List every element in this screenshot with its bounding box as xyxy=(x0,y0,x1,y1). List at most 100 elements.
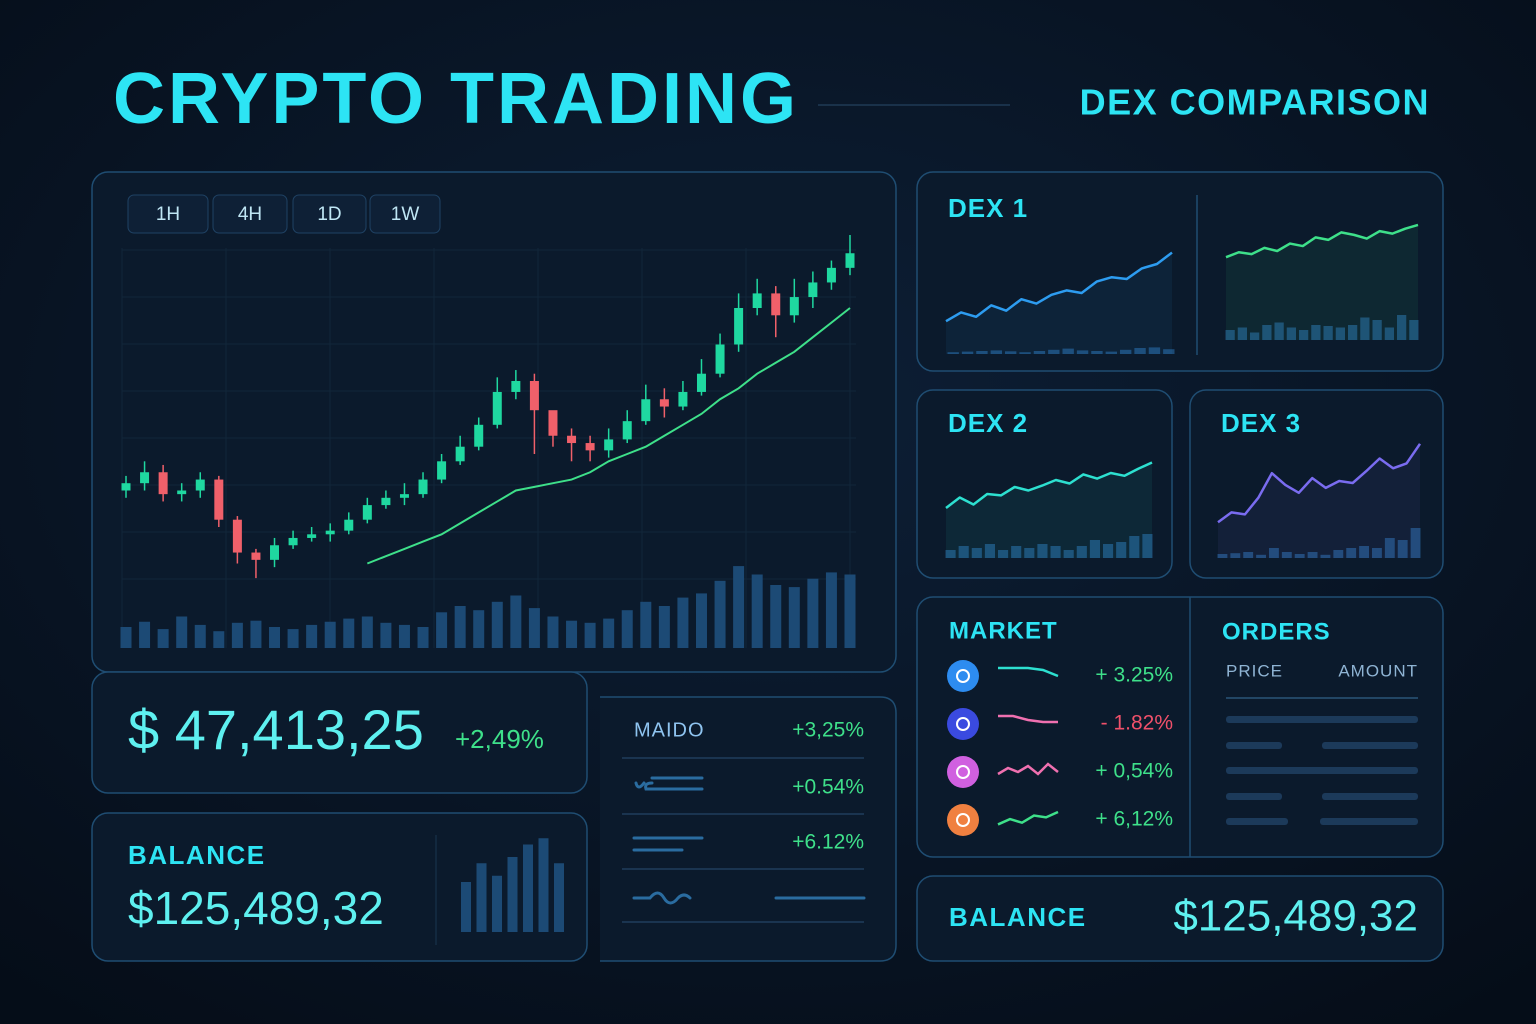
volume-bar xyxy=(1274,322,1284,340)
area-fill xyxy=(1226,224,1418,340)
sparkline xyxy=(945,461,1153,509)
volume-bar xyxy=(640,601,652,648)
volume-bar xyxy=(566,620,578,648)
volume-bar xyxy=(1294,554,1305,558)
volume-bar xyxy=(454,606,466,648)
timeframe-label[interactable]: 1H xyxy=(156,204,180,225)
dex-title: DEX 3 xyxy=(1221,408,1301,438)
candle-body xyxy=(381,497,391,506)
volume-bar xyxy=(1237,327,1247,340)
market-panel xyxy=(916,596,1444,858)
watch-change: +3,25% xyxy=(792,719,864,742)
candle-body xyxy=(696,373,706,392)
dex-panel xyxy=(916,171,1444,372)
timeframe-button[interactable] xyxy=(212,194,288,234)
volume-bar xyxy=(1250,332,1260,340)
coin-icon-inner xyxy=(956,765,970,779)
price-card xyxy=(91,671,588,794)
volume-bar xyxy=(157,629,169,648)
timeframe-label[interactable]: 1D xyxy=(317,204,341,225)
volume-bar xyxy=(1397,540,1408,558)
column-header: AMOUNT xyxy=(1338,661,1418,680)
volume-bar xyxy=(380,622,392,648)
market-change: - 1.82% xyxy=(1101,712,1173,735)
volume-bar xyxy=(306,624,318,648)
volume-bar xyxy=(1384,327,1394,340)
balance-label: BALANCE xyxy=(949,902,1087,932)
volume-bar xyxy=(1262,325,1272,340)
volume-bar xyxy=(1360,317,1370,340)
candle-body xyxy=(158,472,168,495)
dex-title: DEX 2 xyxy=(948,408,1028,438)
volume-bar xyxy=(1129,536,1140,558)
area-fill xyxy=(1218,443,1420,558)
coin-icon xyxy=(947,804,979,836)
volume-bar xyxy=(1024,548,1035,558)
column-header: PRICE xyxy=(1226,661,1283,680)
timeframe-label[interactable]: 1W xyxy=(391,204,420,225)
candle-body xyxy=(214,479,224,520)
volume-bar xyxy=(714,580,726,648)
volume-bar xyxy=(1063,550,1074,558)
timeframe-label[interactable]: 4H xyxy=(238,204,262,225)
candle-body xyxy=(659,399,669,407)
volume-bar xyxy=(958,546,969,558)
volume-bar xyxy=(998,550,1009,558)
market-change: + 3.25% xyxy=(1095,664,1173,687)
sparkline xyxy=(1225,223,1419,259)
volume-bar xyxy=(528,608,540,648)
volume-bar xyxy=(1103,544,1114,558)
volume-bar xyxy=(1397,315,1407,340)
volume-bar xyxy=(1134,348,1146,354)
timeframe-button[interactable] xyxy=(369,194,441,234)
volume-bar xyxy=(1091,351,1103,354)
market-sparkline xyxy=(997,810,1059,826)
volume-bar xyxy=(1230,553,1241,558)
volume-bar xyxy=(1335,327,1345,340)
balance-value: $125,489,32 xyxy=(128,882,384,934)
volume-bar xyxy=(1019,352,1031,354)
volume-bar xyxy=(751,574,763,648)
candle-body xyxy=(474,424,484,447)
volume-bar xyxy=(1011,546,1022,558)
volume-bar xyxy=(1148,347,1161,354)
volume-bar xyxy=(287,629,299,648)
candle-body xyxy=(492,391,502,425)
volume-bar xyxy=(361,616,373,648)
moving-average xyxy=(366,307,851,565)
candle-body xyxy=(399,494,409,498)
candle-body xyxy=(325,530,335,535)
candle-body xyxy=(121,483,131,491)
volume-bar xyxy=(807,578,819,648)
volume-bar xyxy=(1142,534,1153,558)
volume-bar xyxy=(1333,550,1344,558)
candle-body xyxy=(511,381,521,392)
volume-bar xyxy=(1346,548,1357,558)
volume-bar xyxy=(194,624,206,648)
candle-body xyxy=(715,344,725,374)
volume-bar xyxy=(176,616,188,648)
volume-bar xyxy=(1320,554,1331,558)
price-change: +2,49% xyxy=(455,724,544,754)
volume-bar xyxy=(1410,528,1421,558)
volume-bar xyxy=(961,351,974,354)
volume-bar xyxy=(976,351,988,354)
coin-icon xyxy=(947,660,979,692)
volume-bar xyxy=(990,350,1002,354)
market-sparkline xyxy=(997,762,1059,776)
volume-bar xyxy=(945,550,956,558)
timeframe-button[interactable] xyxy=(127,194,209,234)
balance-bar xyxy=(523,844,533,932)
coin-icon-inner xyxy=(956,717,970,731)
volume-bar xyxy=(695,593,707,648)
watch-change: +6.12% xyxy=(792,831,864,854)
coin-icon-inner xyxy=(956,813,970,827)
candle-body xyxy=(826,267,836,283)
volume-bar xyxy=(1256,554,1266,558)
candle-body xyxy=(771,293,781,316)
watch-name: MAIDO xyxy=(634,719,705,741)
coin-icon xyxy=(947,756,979,788)
volume-bar xyxy=(1120,349,1132,354)
timeframe-button[interactable] xyxy=(292,194,367,234)
